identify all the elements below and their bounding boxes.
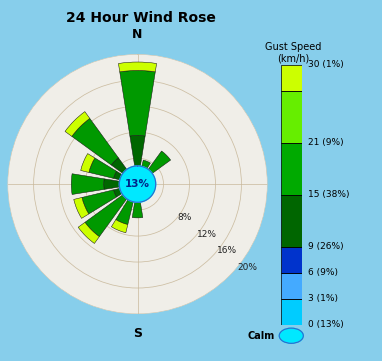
Text: 20%: 20% [237, 263, 257, 272]
Bar [281, 273, 302, 299]
Bar [142, 151, 171, 179]
Bar [116, 198, 134, 225]
Text: 15 (38%): 15 (38%) [308, 191, 350, 199]
Bar [138, 177, 144, 184]
Text: 16%: 16% [217, 247, 237, 255]
Bar [138, 176, 142, 184]
Bar [72, 118, 118, 165]
Bar [104, 179, 129, 190]
Circle shape [279, 328, 303, 343]
Bar [112, 219, 128, 233]
Text: 24 Hour Wind Rose: 24 Hour Wind Rose [66, 11, 216, 25]
Text: 13%: 13% [125, 179, 150, 189]
Bar [138, 183, 146, 186]
Bar [281, 143, 302, 195]
Bar [138, 184, 144, 191]
Bar [118, 62, 157, 72]
Bar [130, 135, 145, 184]
Bar [111, 158, 138, 184]
Bar [129, 183, 138, 186]
Bar [138, 184, 146, 188]
Bar [65, 112, 90, 136]
Bar [129, 184, 138, 188]
Bar [113, 171, 130, 182]
Text: 0 (13%): 0 (13%) [308, 321, 344, 329]
Bar [81, 153, 95, 173]
Bar [89, 158, 117, 178]
Polygon shape [119, 166, 156, 202]
Bar [71, 174, 104, 195]
Text: 21 (9%): 21 (9%) [308, 139, 343, 147]
Bar [281, 91, 302, 143]
Bar [132, 192, 143, 218]
Text: 9 (26%): 9 (26%) [308, 243, 343, 251]
Bar [139, 160, 151, 177]
Text: 30 (1%): 30 (1%) [308, 61, 344, 69]
Bar [281, 65, 302, 91]
Bar [133, 176, 138, 184]
Text: 6 (9%): 6 (9%) [308, 269, 338, 277]
Bar [74, 197, 89, 218]
Text: 8%: 8% [177, 213, 192, 222]
Bar [138, 184, 142, 192]
Bar [281, 247, 302, 273]
Bar [129, 180, 138, 184]
Text: 3 (1%): 3 (1%) [308, 295, 338, 303]
Bar [136, 184, 139, 192]
Bar [125, 184, 138, 197]
Text: Calm: Calm [248, 331, 275, 341]
Bar [129, 184, 138, 200]
Bar [120, 70, 155, 136]
Text: 12%: 12% [197, 230, 217, 239]
Bar [281, 299, 302, 325]
Bar [82, 190, 117, 214]
Bar [113, 186, 130, 197]
Bar [281, 195, 302, 247]
Bar [85, 193, 128, 237]
Bar [78, 222, 99, 243]
Text: Gust Speed
(km/h): Gust Speed (km/h) [265, 42, 321, 63]
Bar [138, 180, 146, 184]
